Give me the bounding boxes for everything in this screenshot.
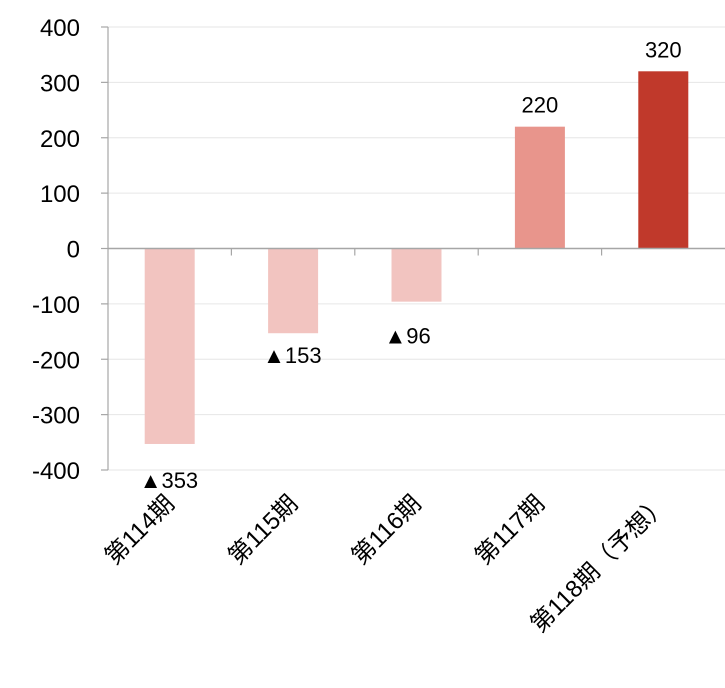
- bar-5: [638, 71, 689, 249]
- y-tick-label: -100: [32, 292, 80, 319]
- y-tick-label: 0: [67, 237, 80, 264]
- data-labels: ▲353 ▲153 ▲96 220 320: [140, 37, 682, 493]
- bar-2: [268, 248, 319, 334]
- y-tick-labels: 400 300 200 100 0 -100 -200 -300 -400: [32, 15, 80, 485]
- category-label: 第114期: [100, 490, 180, 570]
- data-label: ▲353: [140, 468, 198, 493]
- gridlines: [108, 26, 725, 471]
- bar-3: [391, 248, 442, 302]
- bar-4: [514, 126, 565, 249]
- data-label: ▲96: [385, 324, 431, 349]
- axes: [101, 26, 725, 471]
- category-label: 第115期: [223, 490, 303, 570]
- data-label: 220: [522, 93, 559, 118]
- y-tick-label: 300: [40, 70, 80, 97]
- bars: [144, 71, 689, 444]
- bar-1: [144, 248, 195, 444]
- data-label: 320: [645, 37, 682, 62]
- y-tick-label: 100: [40, 181, 80, 208]
- y-tick-label: 400: [40, 15, 80, 42]
- y-tick-label: 200: [40, 126, 80, 153]
- data-label: ▲153: [263, 343, 321, 368]
- category-label: 第116期: [347, 490, 427, 570]
- category-label: 第118期（予想）: [526, 490, 674, 638]
- y-tick-label: -200: [32, 347, 80, 374]
- y-tick-label: -300: [32, 403, 80, 430]
- y-tick-label: -400: [32, 458, 80, 485]
- category-label: 第117期: [470, 490, 550, 570]
